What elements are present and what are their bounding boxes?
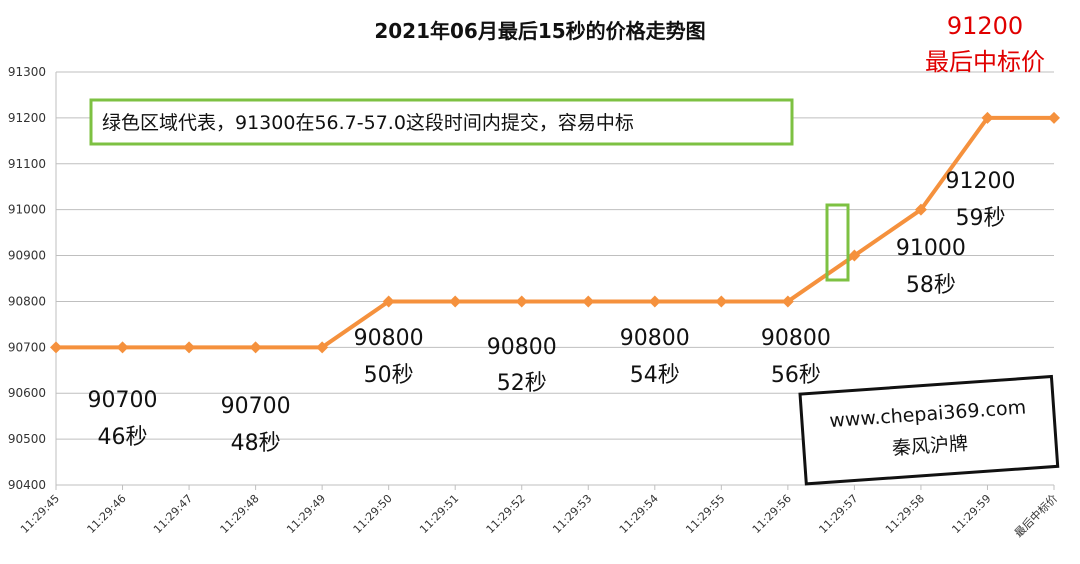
- x-tick-label: 11:29:45: [18, 492, 62, 536]
- x-tick-label: 11:29:51: [417, 492, 461, 536]
- x-tick-label: 11:29:46: [85, 492, 129, 536]
- note-box: [89, 98, 794, 146]
- watermark-name: 秦风沪牌: [891, 433, 968, 460]
- x-tick-label: 11:29:52: [484, 492, 528, 536]
- data-point-marker: [848, 249, 861, 262]
- annotation-price: 90800: [487, 335, 557, 360]
- y-tick-label: 90700: [8, 340, 46, 354]
- series-line-layer: [56, 115, 1054, 350]
- data-point-marker: [914, 203, 927, 216]
- data-point-marker: [648, 295, 661, 308]
- watermark-box: www.chepai369.com 秦风沪牌: [798, 374, 1060, 486]
- y-tick-label: 91200: [8, 111, 46, 125]
- data-point-marker: [515, 295, 528, 308]
- data-point-marker: [582, 295, 595, 308]
- data-point-marker: [981, 111, 994, 124]
- data-point-marker: [715, 295, 728, 308]
- y-tick-label: 90800: [8, 294, 46, 308]
- data-point-marker: [781, 295, 794, 308]
- note-text: 绿色区域代表，91300在56.7-57.0这段时间内提交，容易中标: [102, 112, 634, 134]
- annotation-layer: 90700 46秒 90700 48秒 90800 50秒 90800 52秒 90800 54秒…: [88, 169, 1016, 456]
- annotation-price: 90800: [620, 326, 690, 351]
- x-tick-label: 11:29:53: [550, 492, 594, 536]
- annotation-price: 90800: [761, 326, 831, 351]
- y-tick-label: 90500: [8, 432, 46, 446]
- data-point-marker: [116, 341, 129, 354]
- y-tick-label: 91100: [8, 157, 46, 171]
- annotation-second: 56秒: [771, 363, 821, 388]
- data-point-marker: [183, 341, 196, 354]
- data-point-marker: [1048, 111, 1060, 124]
- y-tick-label: 90400: [8, 478, 46, 492]
- final-price-label: 91200: [947, 12, 1023, 40]
- x-tick-label: 11:29:59: [949, 492, 993, 536]
- x-tick-label: 11:29:58: [883, 492, 927, 536]
- annotation-price: 91200: [945, 169, 1015, 194]
- data-point-marker: [449, 295, 462, 308]
- data-point-marker: [249, 341, 262, 354]
- data-point-marker: [316, 341, 329, 354]
- final-price-caption: 最后中标价: [925, 48, 1045, 76]
- y-tick-label: 90900: [8, 249, 46, 263]
- x-tick-label: 11:29:57: [816, 492, 860, 536]
- annotation-price: 91000: [896, 236, 966, 261]
- marker-layer: [50, 111, 1060, 354]
- annotation-second: 50秒: [364, 363, 414, 388]
- annotation-price: 90700: [221, 394, 291, 419]
- data-point-marker: [50, 341, 62, 354]
- x-tick-label: 11:29:55: [683, 492, 727, 536]
- x-tick-label: 11:29:49: [284, 492, 328, 536]
- x-tick-label: 11:29:50: [351, 492, 395, 536]
- x-tick-label: 11:29:47: [151, 492, 195, 536]
- highlight-box: [825, 203, 850, 282]
- y-tick-label: 90600: [8, 386, 46, 400]
- annotation-price: 90800: [354, 326, 424, 351]
- x-tick-label: 11:29:54: [617, 492, 661, 536]
- annotation-second: 59秒: [955, 206, 1005, 231]
- annotation-second: 48秒: [231, 431, 281, 456]
- annotation-second: 58秒: [906, 273, 956, 298]
- x-tick-label: 最后中标价: [1011, 491, 1060, 540]
- data-point-marker: [382, 295, 395, 308]
- y-tick-label: 91000: [8, 203, 46, 217]
- annotation-second: 52秒: [497, 371, 547, 396]
- annotation-price: 90700: [88, 388, 158, 413]
- chart-title: 2021年06月最后15秒的价格走势图: [374, 19, 705, 43]
- annotation-second: 46秒: [98, 425, 148, 450]
- annotation-second: 54秒: [630, 363, 680, 388]
- x-tick-label: 11:29:48: [218, 492, 262, 536]
- y-tick-label: 91300: [8, 65, 46, 79]
- x-tick-label: 11:29:56: [750, 492, 794, 536]
- series-line: [56, 115, 1054, 350]
